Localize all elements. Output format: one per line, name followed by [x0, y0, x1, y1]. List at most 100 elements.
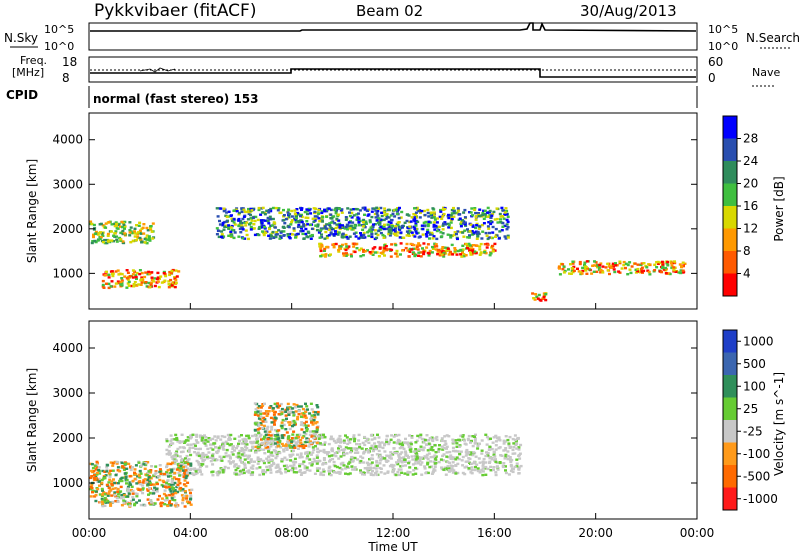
- velocity-echo-cell: [198, 434, 202, 437]
- power-echo-cell: [282, 226, 286, 229]
- power-echo-cell: [450, 216, 454, 219]
- power-echo-cell: [491, 248, 495, 251]
- power-echo-cell: [299, 219, 303, 222]
- power-echo-cell: [490, 214, 494, 217]
- power-echo-cell: [417, 251, 421, 254]
- velocity-echo-cell: [139, 483, 143, 486]
- power-echo-cell: [491, 244, 495, 248]
- velocity-echo-cell: [420, 473, 424, 476]
- power-echo-cell: [318, 236, 322, 239]
- velocity-echo-cell: [144, 463, 148, 466]
- power-echo-cell: [414, 211, 418, 214]
- power-echo-cell: [457, 209, 460, 212]
- velocity-echo-cell: [470, 466, 474, 469]
- velocity-echo-cell: [280, 412, 284, 416]
- velocity-echo-cell: [351, 468, 355, 471]
- velocity-echo-cell: [299, 438, 303, 442]
- velocity-echo-cell: [284, 428, 288, 431]
- power-echo-cell: [443, 246, 447, 249]
- power-echo-cell: [119, 280, 123, 284]
- velocity-echo-cell: [194, 447, 198, 450]
- velocity-echo-cell: [490, 447, 494, 451]
- power-echo-cell: [377, 255, 381, 258]
- velocity-echo-cell: [282, 434, 286, 437]
- velocity-echo-cell: [287, 435, 291, 438]
- power-echo-cell: [113, 232, 117, 235]
- velocity-echo-cell: [127, 492, 131, 495]
- power-echo-cell: [502, 209, 505, 212]
- velocity-echo-cell: [298, 469, 302, 472]
- velocity-echo-cell: [292, 471, 296, 474]
- power-echo-cell: [646, 269, 650, 272]
- velocity-echo-cell: [217, 446, 221, 449]
- velocity-echo-cell: [149, 469, 153, 472]
- velocity-echo-cell: [491, 441, 495, 444]
- velocity-echo-cell: [328, 473, 332, 476]
- power-echo-cell: [363, 226, 367, 229]
- power-echo-cell: [485, 234, 489, 237]
- power-echo-cell: [397, 225, 401, 228]
- velocity-echo-cell: [309, 417, 313, 421]
- power-echo-cell: [570, 267, 574, 270]
- power-echo-cell: [349, 208, 353, 211]
- velocity-echo-cell: [186, 439, 190, 442]
- velocity-echo-cell: [409, 443, 413, 446]
- velocity-echo-cell: [369, 457, 373, 460]
- power-echo-cell: [467, 236, 471, 239]
- velocity-echo-cell: [113, 491, 117, 494]
- power-echo-cell: [269, 224, 273, 227]
- velocity-echo-cell: [482, 457, 486, 461]
- velocity-echo-cell: [383, 472, 387, 475]
- power-echo-cell: [656, 260, 660, 264]
- velocity-echo-cell: [111, 469, 115, 472]
- velocity-echo-cell: [311, 446, 315, 449]
- velocity-echo-cell: [154, 470, 158, 473]
- velocity-echo-cell: [371, 446, 375, 449]
- power-echo-cell: [117, 281, 121, 285]
- power-echo-cell: [241, 228, 245, 231]
- power-echo-cell: [410, 231, 414, 234]
- velocity-echo-cell: [284, 414, 288, 417]
- velocity-echo-cell: [424, 456, 428, 459]
- velocity-echo-cell: [515, 442, 519, 446]
- velocity-echo-cell: [219, 445, 222, 448]
- velocity-echo-cell: [253, 460, 256, 463]
- time-tick-label: 08:00: [274, 526, 309, 540]
- power-echo-cell: [414, 247, 417, 250]
- velocity-echo-cell: [101, 469, 105, 473]
- power-echo-cell: [599, 271, 603, 274]
- velocity-echo-cell: [165, 448, 169, 452]
- velocity-echo-cell: [186, 436, 190, 439]
- velocity-echo-cell: [480, 439, 484, 442]
- velocity-colorbar-tick-label: -1000: [743, 492, 778, 506]
- power-echo-cell: [666, 264, 670, 267]
- power-echo-cell: [135, 239, 138, 242]
- velocity-echo-cell: [471, 444, 475, 448]
- velocity-echo-cell: [435, 438, 439, 442]
- power-echo-cell: [107, 221, 111, 224]
- velocity-echo-cell: [484, 433, 488, 436]
- power-echo-cell: [128, 221, 132, 224]
- power-echo-cell: [289, 223, 293, 226]
- velocity-echo-cell: [293, 446, 297, 449]
- velocity-echo-cell: [311, 451, 315, 454]
- velocity-echo-cell: [359, 455, 363, 458]
- velocity-echo-cell: [372, 466, 376, 470]
- velocity-echo-cell: [346, 472, 350, 476]
- velocity-echo-cell: [253, 413, 257, 416]
- power-echo-cell: [394, 225, 398, 228]
- power-echo-cell: [331, 227, 335, 231]
- power-echo-cell: [478, 245, 482, 248]
- power-echo-cell: [227, 226, 231, 229]
- power-echo-cell: [294, 219, 298, 222]
- velocity-echo-cell: [174, 433, 178, 437]
- power-echo-cell: [432, 211, 436, 214]
- power-echo-cell: [412, 216, 416, 219]
- velocity-colorbar-swatch: [723, 465, 737, 488]
- power-echo-cell: [215, 233, 219, 236]
- power-echo-cell: [314, 207, 318, 210]
- power-echo-cell: [261, 206, 265, 210]
- power-echo-cell: [99, 236, 103, 239]
- power-echo-cell: [661, 263, 665, 266]
- velocity-echo-cell: [269, 445, 273, 448]
